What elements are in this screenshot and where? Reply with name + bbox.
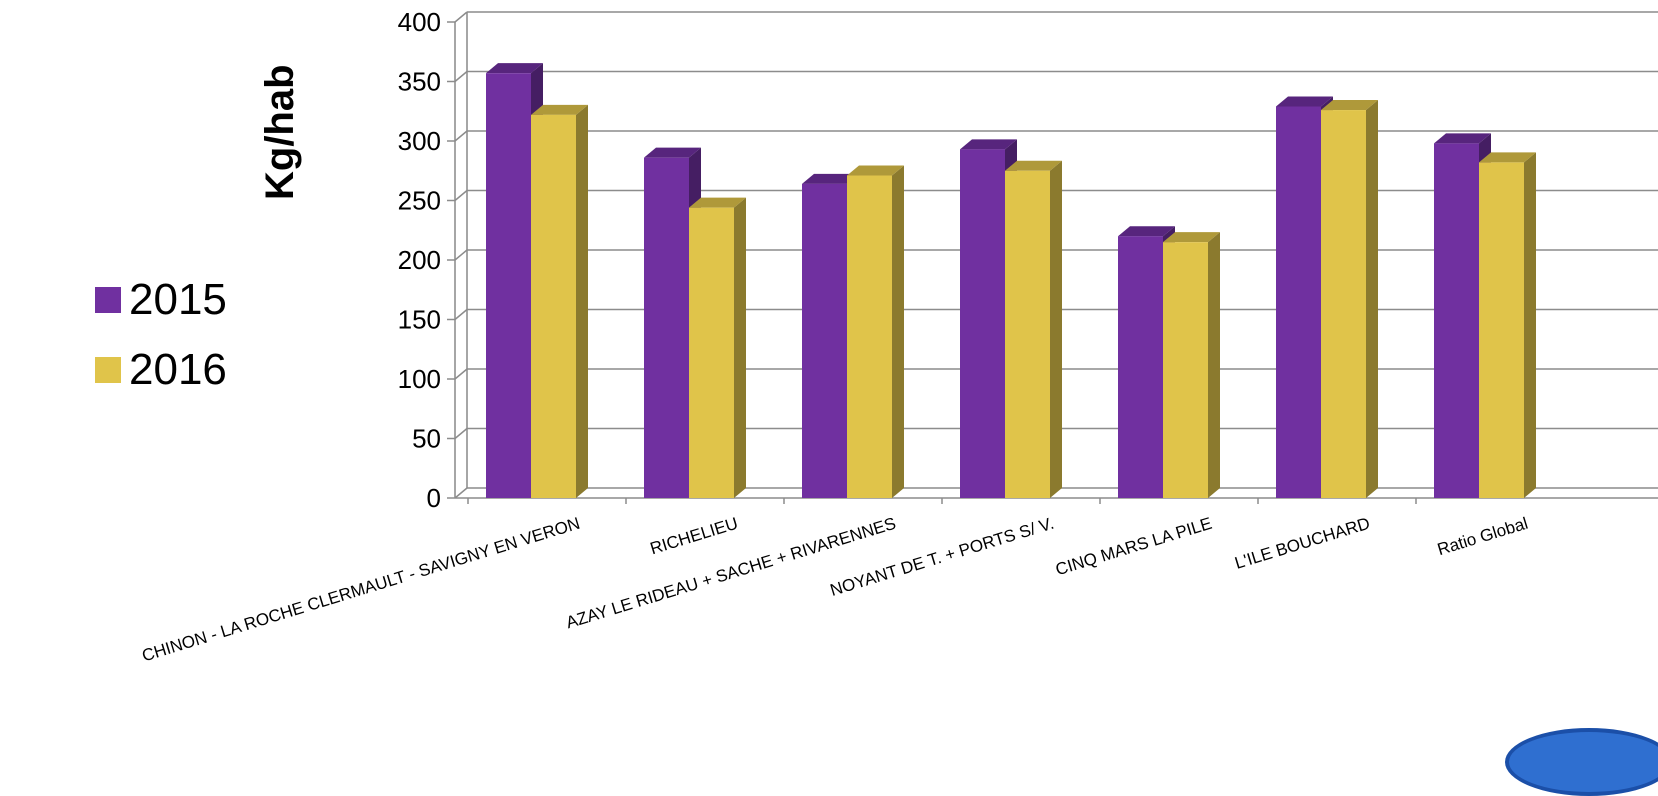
bar-2016-1 (689, 197, 746, 498)
bar-2016-6 (1479, 152, 1536, 499)
chart-legend: 2015 2016 (95, 265, 227, 405)
y-tick-label: 100 (398, 364, 441, 394)
y-tick-label: 150 (398, 305, 441, 335)
legend-swatch (95, 287, 121, 313)
legend-label: 2016 (129, 345, 227, 394)
y-tick-label: 200 (398, 245, 441, 275)
y-tick-label: 350 (398, 67, 441, 97)
y-axis-ticks: 0 50 100 150 200 250 300 350 400 (398, 7, 441, 513)
bar-2016-5 (1321, 100, 1378, 498)
x-axis-ticks: CHINON - LA ROCHE CLERMAULT - SAVIGNY EN… (140, 514, 1530, 666)
x-tick-label: Ratio Global (1435, 514, 1530, 560)
bar-2016-4 (1163, 232, 1220, 498)
chart-bars (486, 63, 1536, 499)
legend-label: 2015 (129, 275, 227, 324)
x-tick-label: L'ILE BOUCHARD (1233, 514, 1373, 573)
y-tick-label: 50 (412, 424, 441, 454)
bar-2016-3 (1005, 160, 1062, 498)
x-tick-label: CHINON - LA ROCHE CLERMAULT - SAVIGNY EN… (140, 514, 582, 666)
legend-swatch (95, 357, 121, 383)
legend-item-2016: 2016 (95, 335, 227, 405)
y-axis-label: Kg/hab (258, 64, 302, 200)
bar-chart: 0 50 100 150 200 250 300 350 400 CHINON - LA ROC… (140, 7, 1658, 666)
y-tick-label: 250 (398, 186, 441, 216)
bar-2016-0 (531, 104, 588, 498)
logo-icon (1505, 728, 1658, 796)
x-tick-label: CINQ MARS LA PILE (1053, 514, 1214, 580)
y-tick-label: 300 (398, 126, 441, 156)
legend-item-2015: 2015 (95, 265, 227, 335)
x-tick-label: RICHELIEU (648, 514, 740, 559)
y-tick-label: 0 (427, 483, 441, 513)
bar-2016-2 (847, 165, 904, 498)
y-tick-label: 400 (398, 7, 441, 37)
